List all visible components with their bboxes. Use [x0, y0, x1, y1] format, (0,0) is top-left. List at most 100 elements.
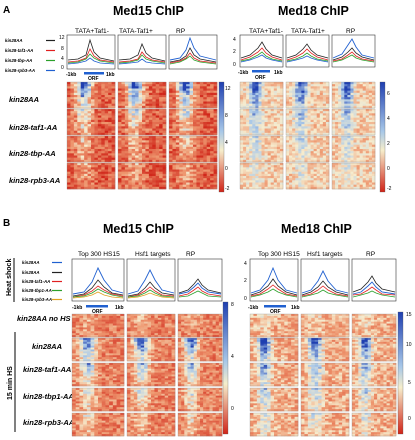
b-right-heatmap-r4-c1: [249, 387, 299, 412]
a-right-cbar-tick-5: -2: [387, 186, 392, 192]
b-side-heat-shock: Heat shock: [6, 259, 13, 296]
a-legend-2: kin28-taf1-AA: [5, 48, 33, 53]
b-left-heatmap-r5-c3: [177, 412, 223, 437]
a-left-heatmap-r1-c1: [66, 81, 116, 109]
a-left-heatmap-r4-c2: [117, 162, 167, 190]
b-right-xtick-minus1kb: -1kb: [248, 305, 258, 311]
b-left-heatmap-r4-c2: [126, 387, 176, 412]
b-right-profile-3: [351, 258, 397, 302]
a-right-heatmap-r4-c3: [331, 162, 376, 190]
b-row-label-nohs: kin28AA no HS: [17, 314, 70, 323]
a-right-heatmap-r4-c2: [285, 162, 330, 190]
a-left-heatmap-r1-c3: [168, 81, 218, 109]
a-left-col-title-1: TATA+Taf1-: [75, 28, 109, 35]
a-right-profile-2: [285, 34, 330, 68]
b-right-orf-bar: [264, 305, 286, 308]
a-left-heatmap-r4-c1: [66, 162, 116, 190]
panel-a-legend: kin28AA kin28-taf1-AA kin28-tbp-AA kin28…: [5, 38, 55, 73]
a-row-label-3: kin28-tbp-AA: [9, 149, 56, 158]
b-left-col-title-1: Top 300 HS15: [78, 251, 120, 258]
b-left-heatmap-r1-c3: [177, 313, 223, 338]
b-right-ytick-2: 2: [244, 278, 247, 284]
b-right-ytick-3: 0: [244, 296, 247, 302]
a-right-heatmap-r1-c2: [285, 81, 330, 109]
b-right-profile-1: [249, 258, 299, 302]
panel-a-heatmaps: [66, 81, 376, 190]
a-legend-4: kin28-rpb3-AA: [5, 68, 35, 73]
b-row-label-2: kin28-taf1-AA: [23, 365, 71, 374]
a-left-cbar-tick-3: 4: [225, 140, 228, 146]
b-left-profile-1: [71, 258, 125, 302]
b-side-15min-hs: 15 min HS: [7, 366, 14, 400]
a-left-col-title-2: TATA-Taf1+: [119, 28, 153, 35]
b-left-colorbar: [222, 301, 229, 435]
a-right-xtick-1kb: 1kb: [274, 70, 283, 76]
b-right-ytick-1: 4: [244, 261, 247, 267]
b-right-cbar-tick-4: 0: [408, 416, 411, 422]
b-left-col-title-2: Hsf1 targets: [135, 251, 171, 258]
a-right-xtick-orf: ORF: [255, 75, 266, 81]
a-right-cbar-tick-3: 2: [387, 141, 390, 147]
a-right-colorbar: [379, 81, 386, 193]
b-right-heatmap-r5-c3: [351, 412, 397, 437]
a-left-xtick-1kb: 1kb: [106, 72, 115, 78]
a-left-orf-bar: [84, 72, 104, 75]
a-left-cbar-tick-2: 8: [225, 113, 228, 119]
b-right-colorbar: [397, 311, 404, 435]
b-right-col-title-1: Top 300 HS15: [258, 251, 300, 258]
b-left-heatmap-r1-c2: [126, 313, 176, 338]
a-left-ytick-4: 0: [61, 65, 64, 71]
a-right-heatmap-r2-c3: [331, 108, 376, 136]
b-legend-2: kin28AA: [22, 270, 40, 275]
b-right-cbar-tick-3: 5: [408, 380, 411, 386]
a-left-cbar-tick-4: 0: [225, 166, 228, 172]
a-left-xtick-minus1kb: -1kb: [66, 72, 76, 78]
a-right-heatmap-r3-c1: [239, 135, 284, 163]
b-right-heatmap-r5-c2: [300, 412, 350, 437]
b-right-profile-2: [300, 258, 350, 302]
a-right-ytick-3: 0: [233, 62, 236, 68]
a-row-label-4: kin28-rpb3-AA: [9, 176, 60, 185]
a-row-label-2: kin28-taf1-AA: [9, 123, 57, 132]
b-right-xtick-1kb: 1kb: [291, 305, 300, 311]
a-left-heatmap-r2-c3: [168, 108, 218, 136]
b-right-heatmap-r3-c2: [300, 362, 350, 387]
a-left-ytick-2: 8: [61, 46, 64, 52]
b-right-cbar-tick-2: 10: [406, 342, 412, 348]
a-left-heatmap-r3-c3: [168, 135, 218, 163]
b-right-col-title-3: RP: [366, 251, 376, 258]
b-right-heatmap-r1-c1: [249, 313, 299, 338]
b-left-cbar-tick-2: 4: [231, 354, 234, 360]
a-right-heatmap-r3-c3: [331, 135, 376, 163]
b-row-label-1: kin28AA: [32, 342, 62, 351]
a-left-xtick-orf: ORF: [88, 76, 99, 82]
b-left-cbar-tick-3: 0: [231, 406, 234, 412]
a-left-profile-2: [117, 34, 167, 70]
a-legend-3: kin28-tbp-AA: [5, 58, 32, 63]
b-left-heatmap-r2-c1: [71, 337, 125, 362]
a-left-ytick-3: 4: [61, 56, 64, 62]
panel-a-label: A: [3, 5, 10, 16]
a-right-cbar-tick-4: 0: [387, 166, 390, 172]
panel-b-legend: kin28AA kin28AA kin28-taf1-AA kin28-tbp1…: [22, 260, 62, 302]
a-left-heatmap-r2-c1: [66, 108, 116, 136]
a-right-col-title-2: TATA-Taf1+: [291, 28, 325, 35]
b-right-xtick-orf: ORF: [270, 309, 281, 315]
b-right-heatmap-r3-c1: [249, 362, 299, 387]
b-left-xtick-minus1kb: -1kb: [72, 305, 82, 311]
a-right-profile-1: [239, 34, 284, 68]
b-left-profile-3: [177, 258, 223, 302]
b-left-heatmap-r3-c2: [126, 362, 176, 387]
b-left-heatmap-r4-c3: [177, 387, 223, 412]
b-right-cbar-tick-1: 15: [406, 312, 412, 318]
b-legend-1: kin28AA: [22, 260, 40, 265]
b-left-heatmap-r5-c1: [71, 412, 125, 437]
a-left-col-title-3: RP: [176, 28, 186, 35]
b-right-heatmap-r4-c3: [351, 387, 397, 412]
a-right-cbar-tick-2: 4: [387, 116, 390, 122]
a-left-profile-1: [66, 34, 116, 70]
panel-a-title-med18: Med18 ChIP: [278, 4, 349, 18]
b-left-heatmap-r5-c2: [126, 412, 176, 437]
a-left-ytick-1: 12: [59, 35, 65, 41]
